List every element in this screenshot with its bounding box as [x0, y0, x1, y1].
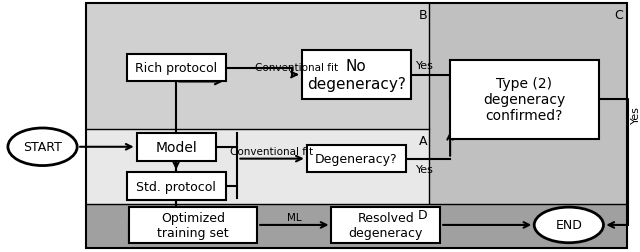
Bar	[429, 4, 627, 204]
Bar	[86, 204, 627, 248]
Text: Conventional fit: Conventional fit	[255, 62, 339, 72]
Bar	[86, 131, 429, 204]
Text: Yes: Yes	[631, 106, 640, 123]
Text: Yes: Yes	[417, 60, 435, 70]
Text: D: D	[418, 208, 428, 221]
Text: B: B	[419, 9, 428, 22]
FancyBboxPatch shape	[129, 207, 257, 243]
Text: Optimized
training set: Optimized training set	[157, 211, 228, 239]
FancyBboxPatch shape	[136, 133, 216, 161]
Text: END: END	[556, 218, 582, 232]
Bar	[86, 4, 627, 248]
Text: Yes: Yes	[417, 164, 435, 174]
FancyBboxPatch shape	[127, 173, 225, 200]
Text: Type (2)
degeneracy
confirmed?: Type (2) degeneracy confirmed?	[483, 77, 566, 123]
Text: ML: ML	[287, 212, 301, 222]
FancyBboxPatch shape	[450, 60, 598, 139]
Text: No
degeneracy?: No degeneracy?	[307, 59, 406, 91]
Bar	[86, 4, 429, 131]
Text: Resolved
degeneracy: Resolved degeneracy	[349, 211, 423, 239]
FancyBboxPatch shape	[307, 145, 406, 173]
Ellipse shape	[8, 129, 77, 166]
FancyBboxPatch shape	[301, 51, 410, 100]
Text: Degeneracy?: Degeneracy?	[315, 152, 397, 166]
FancyBboxPatch shape	[127, 55, 225, 82]
Text: A: A	[419, 134, 428, 147]
FancyBboxPatch shape	[332, 207, 440, 243]
Text: START: START	[23, 141, 62, 154]
Text: Rich protocol: Rich protocol	[135, 62, 217, 75]
Text: Std. protocol: Std. protocol	[136, 180, 216, 193]
Ellipse shape	[534, 207, 604, 243]
Text: Model: Model	[156, 140, 197, 154]
Text: Conventional fit: Conventional fit	[230, 146, 314, 156]
Text: C: C	[614, 9, 623, 22]
